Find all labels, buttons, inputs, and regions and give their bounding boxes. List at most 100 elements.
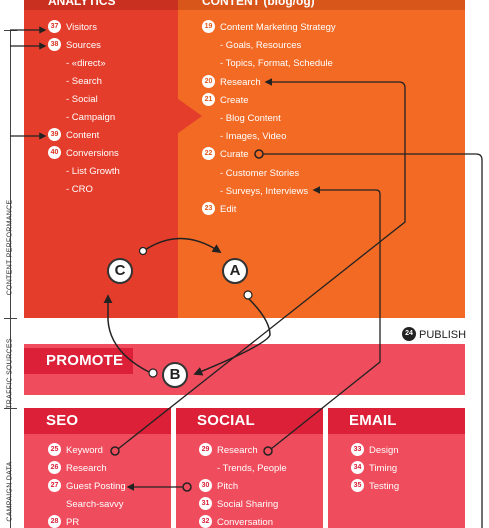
social-item-label: Research xyxy=(217,445,258,456)
social-item-number: 32 xyxy=(199,514,212,528)
social-item: 31 Social Sharing xyxy=(199,496,278,513)
analytics-item-label: Content xyxy=(66,130,100,141)
seo-item: 28 PR xyxy=(48,514,80,528)
email-item-number: 33 xyxy=(351,442,364,456)
social-item-label: - Trends, People xyxy=(217,463,287,474)
bracket-tick xyxy=(4,408,17,409)
analytics-title: ANALYTICS xyxy=(48,0,116,8)
seo-item-label: Search-savvy xyxy=(66,499,124,510)
content-item: - Blog Content xyxy=(202,111,281,127)
seo-item: 26 Research xyxy=(48,460,107,477)
content-item: - Topics, Format, Schedule xyxy=(202,56,333,72)
content-item-label: - Blog Content xyxy=(220,113,281,124)
social-item-number: 29 xyxy=(199,442,212,456)
analytics-item: - Campaign xyxy=(48,110,115,126)
seo-item-number: 25 xyxy=(48,442,61,456)
analytics-item-label: Visitors xyxy=(66,22,97,33)
content-item: - Images, Video xyxy=(202,129,286,145)
analytics-item: - Social xyxy=(48,92,98,108)
seo-item-label: Keyword xyxy=(66,445,103,456)
seo-title: SEO xyxy=(46,412,79,429)
content-item-number: 22 xyxy=(202,147,215,161)
email-item-number: 34 xyxy=(351,460,364,474)
analytics-item-number: 40 xyxy=(48,145,61,159)
content-item-label: - Goals, Resources xyxy=(220,40,302,52)
email-item: 34 Timing xyxy=(351,460,398,477)
curate-to-email-line xyxy=(263,153,483,528)
analytics-item-label: Sources xyxy=(66,40,101,51)
analytics-item: 38 Sources xyxy=(48,37,101,54)
analytics-item: - Search xyxy=(48,74,102,90)
social-item-number: 31 xyxy=(199,496,212,510)
content-item-label: - Surveys, Interviews xyxy=(220,185,309,197)
traffic-sources-bracket xyxy=(10,318,11,408)
seo-header: SEO xyxy=(24,408,171,434)
seo-item: 25 Keyword xyxy=(48,442,103,459)
content-item-label: Content Marketing Strategy xyxy=(220,22,336,33)
cycle-c-circle: C xyxy=(107,258,133,284)
email-item: 33 Design xyxy=(351,442,399,459)
content-item-label: Curate xyxy=(220,149,249,161)
content-item-number: 19 xyxy=(202,19,215,33)
content-item-label: Create xyxy=(220,94,249,106)
email-item-label: Testing xyxy=(369,481,400,492)
content-item: - Customer Stories xyxy=(202,166,299,182)
cycle-b-to-c-line xyxy=(103,294,150,373)
social-item: - Trends, People xyxy=(199,461,287,477)
analytics-item: 40 Conversions xyxy=(48,145,119,162)
seo-item-label: PR xyxy=(66,517,80,528)
seo-item-label: Research xyxy=(66,463,107,474)
content-header-band xyxy=(178,0,465,10)
promote-title: PROMOTE xyxy=(46,352,124,369)
analytics-panel xyxy=(24,0,178,318)
analytics-item-number: 39 xyxy=(48,127,61,141)
promote-header: PROMOTE xyxy=(24,348,133,374)
email-item-number: 35 xyxy=(351,478,364,492)
email-item-label: Timing xyxy=(369,463,398,474)
analytics-item-number: 37 xyxy=(48,19,61,33)
content-item-label: - Images, Video xyxy=(220,131,287,143)
publish-band xyxy=(24,318,465,344)
content-item: 21 Create xyxy=(202,92,249,109)
content-item-label: - Customer Stories xyxy=(220,167,300,179)
analytics-item-label: - Campaign xyxy=(66,112,116,123)
content-item: - Goals, Resources xyxy=(202,38,301,54)
content-item: - Surveys, Interviews xyxy=(202,184,308,200)
publish-text: PUBLISH xyxy=(419,329,467,341)
analytics-item-label: - List Growth xyxy=(66,166,120,177)
social-item: 32 Conversation xyxy=(199,514,273,528)
promote-divider xyxy=(24,395,465,398)
social-item: 29 Research xyxy=(199,442,258,459)
seo-item-number: 26 xyxy=(48,460,61,474)
content-title: CONTENT (blog/og) xyxy=(202,0,315,8)
content-item: 22 Curate xyxy=(202,147,249,163)
cycle-b-circle: B xyxy=(162,362,188,388)
analytics-item-label: - Social xyxy=(66,94,98,105)
seo-item: 27 Guest Posting xyxy=(48,478,126,495)
analytics-item-number: 38 xyxy=(48,37,61,51)
content-item-number: 23 xyxy=(202,201,215,215)
analytics-item-label: - CRO xyxy=(66,184,93,195)
content-item: 23 Edit xyxy=(202,201,236,218)
email-title: EMAIL xyxy=(349,412,397,429)
content-item-label: Research xyxy=(220,76,261,88)
cycle-a-circle: A xyxy=(222,258,248,284)
publish-label: 24 PUBLISH xyxy=(402,327,466,343)
email-header: EMAIL xyxy=(328,408,465,434)
analytics-item: 39 Content xyxy=(48,127,100,144)
social-item-label: Pitch xyxy=(217,481,239,492)
content-item-number: 21 xyxy=(202,92,215,106)
analytics-item: - CRO xyxy=(48,182,93,198)
campaign-data-bracket xyxy=(10,408,11,528)
content-item-label: - Topics, Format, Schedule xyxy=(220,58,333,70)
social-item: 30 Pitch xyxy=(199,478,239,495)
keyword-to-research-line xyxy=(117,78,406,450)
social-item-label: Conversation xyxy=(217,517,273,528)
email-item: 35 Testing xyxy=(351,478,400,495)
seo-item-number: 27 xyxy=(48,478,61,492)
seo-item-label: Guest Posting xyxy=(66,481,126,492)
analytics-header-band xyxy=(24,0,178,10)
analytics-item-label: - «direct» xyxy=(66,58,106,69)
content-item: 19 Content Marketing Strategy xyxy=(202,19,336,36)
